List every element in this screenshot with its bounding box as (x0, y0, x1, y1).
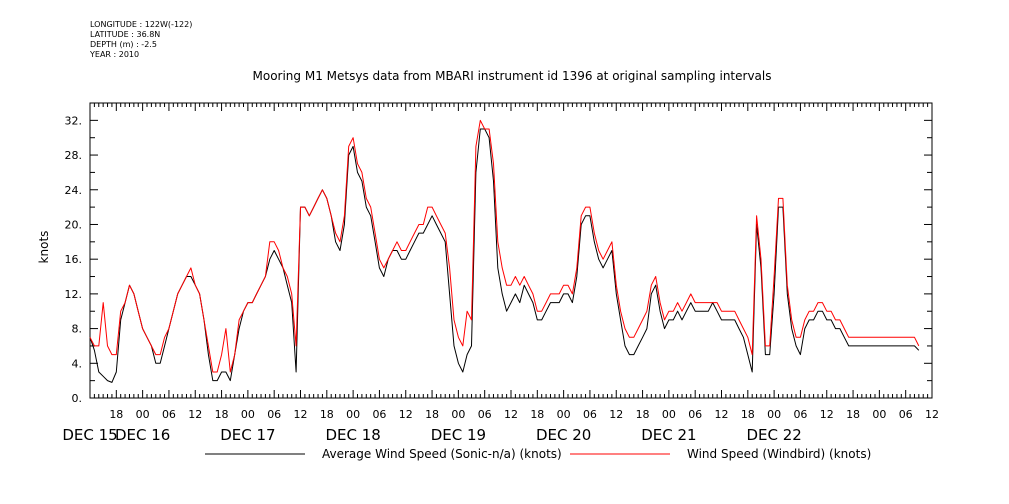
x-time-label: 00 (136, 408, 150, 421)
chart-title: Mooring M1 Metsys data from MBARI instru… (253, 69, 772, 83)
legend-entry: Average Wind Speed (Sonic-n/a) (knots) (322, 447, 562, 461)
legend-entry: Wind Speed (Windbird) (knots) (687, 447, 871, 461)
x-day-label: DEC 16 (115, 426, 170, 444)
x-time-label: 18 (320, 408, 334, 421)
x-time-label: 00 (872, 408, 886, 421)
x-time-label: 12 (188, 408, 202, 421)
x-time-label: 18 (846, 408, 860, 421)
y-tick-label: 28. (65, 149, 83, 162)
y-tick-label: 12. (65, 288, 83, 301)
x-time-label: 12 (715, 408, 729, 421)
x-time-label: 12 (294, 408, 308, 421)
legend: Average Wind Speed (Sonic-n/a) (knots) Wi… (205, 447, 871, 461)
x-day-label: DEC 19 (431, 426, 486, 444)
x-time-label: 06 (688, 408, 702, 421)
x-time-label: 00 (767, 408, 781, 421)
y-tick-label: 8. (72, 323, 83, 336)
x-time-label: 18 (741, 408, 755, 421)
x-time-label: 12 (504, 408, 518, 421)
series-line-average-wind-speed (89, 128, 920, 383)
x-time-label: 18 (636, 408, 650, 421)
x-time-label: 06 (899, 408, 913, 421)
x-time-label: 18 (215, 408, 229, 421)
depth-label: DEPTH (m) : -2.5 (90, 40, 157, 49)
x-day-label: DEC 17 (220, 426, 275, 444)
x-time-label: 18 (109, 408, 123, 421)
metadata-block: LONGITUDE : 122W(-122) LATITUDE : 36.8N … (90, 20, 192, 60)
x-time-label: 06 (583, 408, 597, 421)
y-tick-label: 20. (65, 218, 83, 231)
x-day-label: DEC 18 (325, 426, 380, 444)
x-time-label: 06 (793, 408, 807, 421)
latitude-label: LATITUDE : 36.8N (90, 30, 161, 39)
y-tick-label: 16. (65, 253, 83, 266)
x-time-label: 00 (557, 408, 571, 421)
x-time-label: 00 (346, 408, 360, 421)
y-tick-label: 0. (72, 392, 83, 405)
y-tick-label: 4. (72, 357, 83, 370)
x-time-label: 12 (925, 408, 939, 421)
x-time-label: 06 (478, 408, 492, 421)
x-time-label: 06 (162, 408, 176, 421)
x-time-label: 06 (267, 408, 281, 421)
x-time-label: 12 (399, 408, 413, 421)
series-layer (89, 119, 920, 383)
longitude-label: LONGITUDE : 122W(-122) (90, 20, 193, 29)
x-day-label: DEC 21 (641, 426, 696, 444)
x-day-label: DEC 22 (746, 426, 801, 444)
y-axis-ticks: 0. 4. 8. 12. 16. 20. 24. 28. 32. (65, 102, 932, 405)
x-time-label: 00 (451, 408, 465, 421)
x-time-label: 00 (662, 408, 676, 421)
x-time-label: 18 (425, 408, 439, 421)
x-time-label: 06 (372, 408, 386, 421)
x-time-label: 00 (241, 408, 255, 421)
x-day-label: DEC 15 (62, 426, 117, 444)
y-tick-label: 24. (65, 184, 83, 197)
x-day-label: DEC 20 (536, 426, 591, 444)
x-axis-ticks: 18 00 06 12 18 00 06 12 18 00 06 12 18 00 06 12 18 00 06 12… (62, 103, 939, 444)
x-time-label: 12 (609, 408, 623, 421)
y-tick-label: 32. (65, 114, 83, 127)
series-line-windbird-wind-speed (89, 119, 920, 373)
x-time-label: 18 (530, 408, 544, 421)
plot-frame (89, 102, 933, 399)
x-time-label: 12 (820, 408, 834, 421)
y-axis-label: knots (37, 231, 51, 264)
year-label: YEAR : 2010 (90, 50, 140, 59)
